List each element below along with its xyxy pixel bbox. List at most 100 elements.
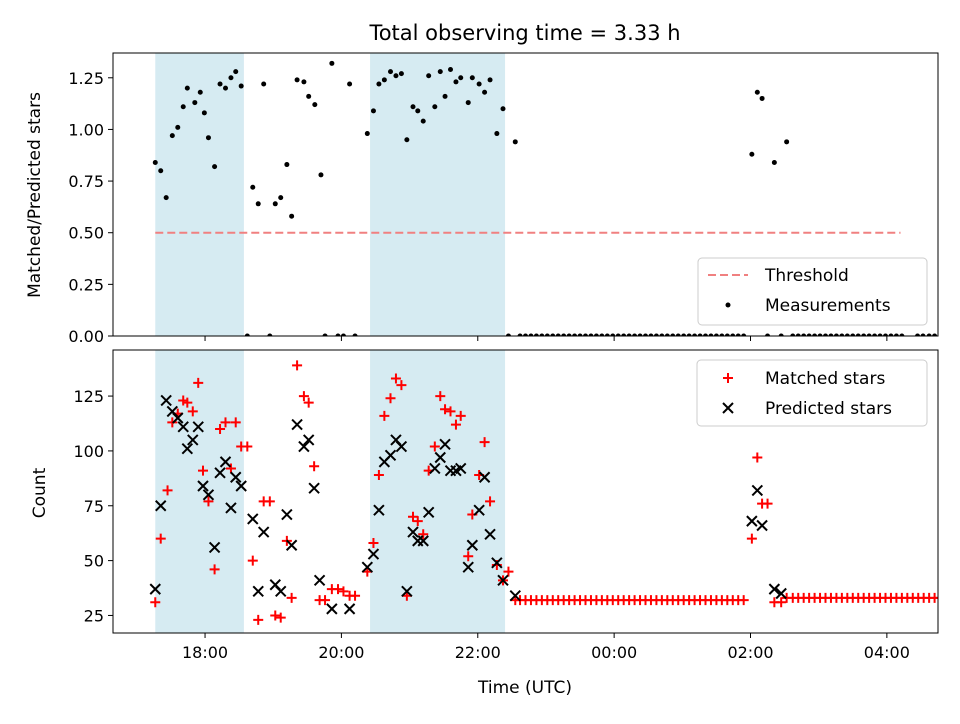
matched-star-point bbox=[276, 613, 286, 623]
matched-star-point bbox=[287, 593, 297, 603]
top-shaded-interval bbox=[155, 53, 244, 336]
measurement-point bbox=[760, 96, 765, 101]
matched-star-point bbox=[309, 461, 319, 471]
matched-star-point bbox=[954, 595, 960, 605]
predicted-star-point bbox=[752, 485, 762, 495]
predicted-star-point bbox=[276, 586, 286, 596]
predicted-star-point bbox=[292, 420, 302, 430]
measurement-point bbox=[223, 86, 228, 91]
measurement-point bbox=[513, 139, 518, 144]
measurement-point bbox=[164, 195, 169, 200]
measurement-point bbox=[404, 137, 409, 142]
measurement-point bbox=[411, 104, 416, 109]
measurement-point bbox=[306, 94, 311, 99]
matched-star-point bbox=[253, 615, 263, 625]
measurement-point bbox=[376, 81, 381, 86]
matched-star-point bbox=[320, 595, 330, 605]
measurement-point bbox=[218, 81, 223, 86]
measurement-point bbox=[153, 160, 158, 165]
measurement-point bbox=[301, 79, 306, 84]
measurement-point bbox=[755, 90, 760, 95]
measurement-point bbox=[382, 77, 387, 82]
bottom-y-tick-label: 75 bbox=[84, 497, 104, 516]
predicted-star-point bbox=[757, 521, 767, 531]
measurement-point bbox=[432, 104, 437, 109]
legend-matched-label: Matched stars bbox=[765, 369, 885, 389]
measurement-point bbox=[261, 81, 266, 86]
measurement-point bbox=[415, 108, 420, 113]
measurement-point bbox=[312, 102, 317, 107]
top-y-axis-label: Matched/Predicted stars bbox=[25, 92, 45, 298]
matched-star-point bbox=[747, 534, 757, 544]
top-y-tick-label: 0.00 bbox=[68, 327, 104, 346]
measurement-point bbox=[284, 162, 289, 167]
measurement-point bbox=[399, 71, 404, 76]
measurement-point bbox=[239, 84, 244, 89]
measurement-point bbox=[438, 69, 443, 74]
predicted-star-point bbox=[315, 575, 325, 585]
measurement-point bbox=[158, 168, 163, 173]
measurement-point bbox=[206, 135, 211, 140]
predicted-star-point bbox=[345, 604, 355, 614]
predicted-star-point bbox=[327, 604, 337, 614]
predicted-star-point bbox=[949, 582, 959, 592]
measurement-point bbox=[458, 75, 463, 80]
x-tick-label: 04:00 bbox=[864, 643, 910, 662]
measurement-point bbox=[318, 172, 323, 177]
x-tick-label: 20:00 bbox=[318, 643, 364, 662]
measurement-point bbox=[233, 69, 238, 74]
matched-star-point bbox=[333, 584, 343, 594]
measurement-point bbox=[772, 160, 777, 165]
measurement-point bbox=[784, 139, 789, 144]
matched-star-point bbox=[265, 496, 275, 506]
matched-star-point bbox=[350, 591, 360, 601]
x-tick-label: 18:00 bbox=[182, 643, 228, 662]
measurement-point bbox=[477, 81, 482, 86]
measurement-point bbox=[749, 152, 754, 157]
measurement-point bbox=[170, 133, 175, 138]
matched-star-point bbox=[739, 595, 749, 605]
predicted-star-point bbox=[253, 586, 263, 596]
top-y-tick-label: 1.00 bbox=[68, 120, 104, 139]
x-axis-label: Time (UTC) bbox=[477, 678, 572, 698]
measurement-point bbox=[347, 81, 352, 86]
measurement-point bbox=[256, 201, 261, 206]
matched-star-point bbox=[299, 391, 309, 401]
measurement-point bbox=[943, 334, 948, 339]
bottom-y-tick-label: 50 bbox=[84, 552, 104, 571]
measurement-point bbox=[371, 108, 376, 113]
measurement-point bbox=[388, 69, 393, 74]
legend-measurements-swatch bbox=[726, 303, 731, 308]
bottom-shaded-interval bbox=[155, 350, 244, 633]
chart-title: Total observing time = 3.33 h bbox=[368, 21, 680, 45]
measurement-point bbox=[198, 90, 203, 95]
measurement-point bbox=[453, 79, 458, 84]
measurement-point bbox=[228, 75, 233, 80]
measurement-point bbox=[393, 73, 398, 78]
measurement-point bbox=[954, 334, 959, 339]
measurement-point bbox=[202, 110, 207, 115]
x-tick-label: 22:00 bbox=[455, 643, 501, 662]
measurement-point bbox=[494, 131, 499, 136]
legend-measurements-label: Measurements bbox=[765, 296, 891, 316]
matched-star-point bbox=[935, 593, 945, 603]
bottom-y-tick-label: 100 bbox=[73, 442, 104, 461]
measurement-point bbox=[501, 106, 506, 111]
measurement-point bbox=[175, 125, 180, 130]
predicted-star-point bbox=[309, 483, 319, 493]
measurement-point bbox=[212, 164, 217, 169]
top-shaded-interval bbox=[370, 53, 505, 336]
matched-star-point bbox=[270, 610, 280, 620]
bottom-y-axis-label: Count bbox=[30, 467, 50, 518]
top-y-tick-label: 1.25 bbox=[68, 69, 104, 88]
matched-star-point bbox=[763, 499, 773, 509]
measurement-point bbox=[250, 185, 255, 190]
measurement-point bbox=[951, 191, 956, 196]
matched-star-point bbox=[304, 398, 314, 408]
measurement-point bbox=[948, 334, 953, 339]
measurement-point bbox=[289, 214, 294, 219]
